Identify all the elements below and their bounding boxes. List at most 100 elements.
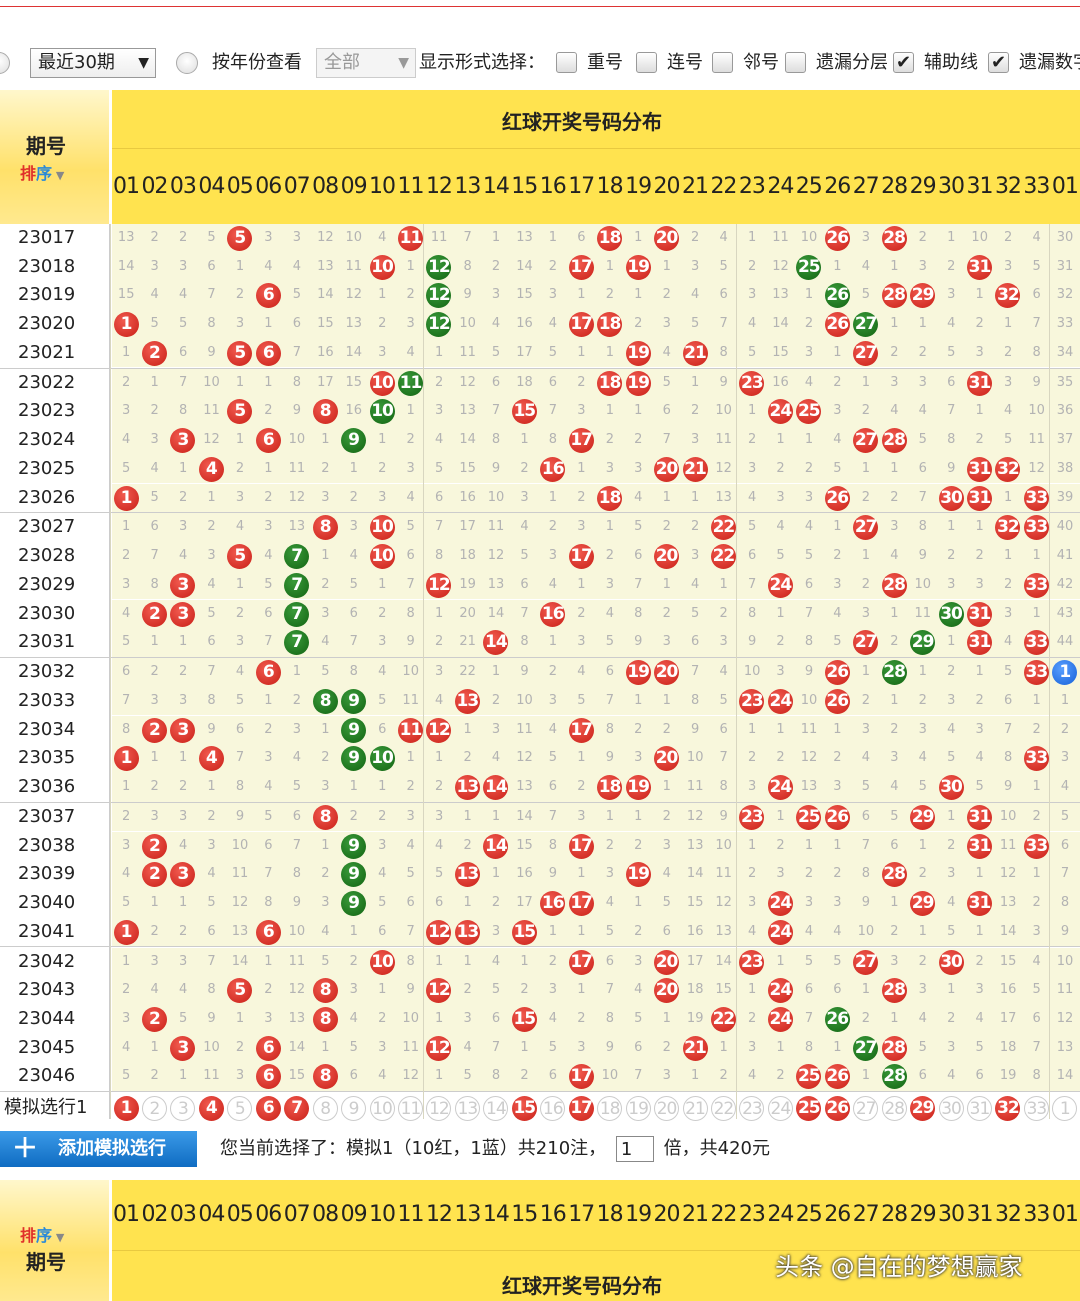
simulation-ball[interactable]: 22: [710, 1096, 736, 1122]
simulation-ball[interactable]: 23: [739, 1096, 765, 1122]
miss-count: 1: [747, 982, 757, 998]
miss-count: 1: [150, 374, 159, 390]
miss-count: 1: [264, 953, 273, 969]
table-row: 23033 7 3 3 8 5 1 2 8 9 5 11 4 13 2 10 3 5 7 1 1 8 5 23 24 10 26 2 1…: [0, 686, 1080, 716]
miss-count: 2: [605, 287, 614, 303]
miss-count: 4: [1032, 230, 1041, 245]
year-radio[interactable]: [176, 52, 198, 74]
simulation-ball[interactable]: 33: [1023, 1096, 1049, 1122]
miss-count: 2: [1032, 894, 1041, 910]
miss-count: 4: [264, 778, 273, 794]
miss-count: 4: [349, 548, 358, 564]
miss-count: 1: [861, 548, 871, 564]
miss-count: 4: [122, 866, 131, 882]
miss-count: 4: [264, 548, 273, 564]
simulation-ball[interactable]: 1: [1052, 1096, 1078, 1122]
simulation-ball[interactable]: 29: [910, 1096, 936, 1122]
year-select[interactable]: 全部 ▼: [316, 48, 416, 78]
miss-count: 1: [634, 230, 643, 245]
number-column-header: 红球开奖号码分布 01 02 03 04 05 06 07 08 09 10 11 12 13 14 15 1…: [112, 90, 1080, 224]
option-checkbox-1[interactable]: [556, 52, 577, 73]
miss-count: 7: [207, 664, 216, 680]
miss-count: 1: [634, 403, 643, 419]
simulation-ball[interactable]: 7: [284, 1096, 310, 1122]
simulation-ball[interactable]: 25: [796, 1096, 822, 1122]
footer-sort-toggle[interactable]: 排序 ▼: [20, 1226, 65, 1245]
miss-count: 9: [861, 894, 871, 910]
simulation-ball[interactable]: 9: [341, 1096, 367, 1122]
option-checkbox-3[interactable]: [712, 52, 733, 73]
miss-count: 1: [861, 1068, 871, 1084]
miss-count: 5: [122, 894, 131, 910]
simulation-ball[interactable]: 24: [767, 1096, 793, 1122]
miss-count: 3: [548, 287, 558, 303]
miss-count: 5: [662, 894, 671, 910]
option-checkbox-6[interactable]: ✔: [988, 52, 1009, 73]
option-checkbox-2[interactable]: [636, 52, 657, 73]
number-header-14: 14: [482, 1202, 510, 1227]
table-row: 23021 1 2 6 9 5 6 7 16 14 3 4 1 11 5 17 5 1 1 19 4 21 8 5 15 3 1 27…: [0, 338, 1080, 368]
simulation-ball[interactable]: 10: [369, 1096, 395, 1122]
miss-count: 5: [463, 1068, 472, 1084]
miss-count: 7: [491, 403, 501, 419]
miss-count: 5: [178, 1010, 188, 1026]
issue-number: 23043: [0, 976, 109, 1005]
simulation-ball[interactable]: 17: [568, 1096, 594, 1122]
miss-count: 7: [634, 576, 643, 592]
simulation-ball[interactable]: 4: [198, 1096, 224, 1122]
miss-count: 3: [122, 403, 131, 419]
simulation-ball[interactable]: 32: [995, 1096, 1021, 1122]
miss-count: 5: [890, 808, 899, 824]
sort-toggle[interactable]: 排序 ▼: [20, 164, 65, 183]
miss-count: 7: [463, 230, 472, 245]
simulation-ball[interactable]: 27: [853, 1096, 879, 1122]
simulation-ball[interactable]: 14: [483, 1096, 509, 1122]
period-select[interactable]: 最近30期 ▼: [30, 48, 156, 78]
simulation-ball[interactable]: 31: [967, 1096, 992, 1122]
drawn-ball: 8: [312, 1064, 338, 1090]
option-checkbox-5[interactable]: ✔: [893, 52, 914, 73]
simulation-ball[interactable]: 16: [540, 1096, 566, 1122]
miss-count: 2: [122, 374, 131, 390]
multiplier-input[interactable]: 1: [615, 1136, 654, 1162]
miss-count: 3: [378, 489, 387, 505]
simulation-ball[interactable]: 21: [682, 1096, 708, 1122]
simulation-ball[interactable]: 2: [141, 1096, 167, 1122]
simulation-ball[interactable]: 18: [597, 1096, 623, 1122]
simulation-ball[interactable]: 13: [454, 1096, 480, 1122]
miss-count: 2: [378, 460, 387, 476]
miss-count: 4: [463, 1039, 472, 1055]
miss-count: 1: [1032, 548, 1041, 564]
miss-count: 4: [918, 403, 927, 419]
miss-count: 2: [463, 982, 472, 998]
drawn-ball: 24: [767, 919, 793, 945]
simulation-ball[interactable]: 20: [654, 1096, 680, 1122]
add-simulation-button[interactable]: ＋ 添加模拟选行: [0, 1131, 197, 1167]
miss-count: 10: [402, 664, 419, 680]
miss-count: 1: [349, 460, 358, 476]
miss-count: 7: [804, 605, 814, 621]
simulation-ball[interactable]: 8: [312, 1096, 338, 1122]
simulation-ball[interactable]: 11: [398, 1096, 423, 1122]
option-checkbox-4[interactable]: [785, 52, 806, 73]
simulation-ball[interactable]: 1: [113, 1096, 139, 1122]
simulation-ball[interactable]: 6: [255, 1096, 281, 1122]
simulation-ball[interactable]: 30: [938, 1096, 964, 1122]
simulation-ball[interactable]: 5: [227, 1096, 253, 1122]
miss-count: 3: [406, 808, 415, 824]
simulation-ball[interactable]: 15: [511, 1096, 537, 1122]
simulation-ball[interactable]: 26: [824, 1096, 850, 1122]
period-radio[interactable]: [0, 52, 10, 74]
number-header-06: 06: [255, 174, 282, 199]
issue-number: 23038: [0, 831, 109, 861]
number-header-10: 10: [369, 174, 396, 199]
number-header-28: 28: [881, 174, 908, 199]
miss-count: 1: [434, 344, 444, 360]
simulation-ball[interactable]: 3: [170, 1096, 196, 1122]
miss-count: 1: [947, 808, 956, 824]
miss-count: 12: [999, 866, 1017, 882]
simulation-ball[interactable]: 28: [881, 1096, 907, 1122]
simulation-ball[interactable]: 12: [426, 1096, 452, 1122]
simulation-ball[interactable]: 19: [625, 1096, 651, 1122]
miss-count: 2: [634, 316, 643, 332]
